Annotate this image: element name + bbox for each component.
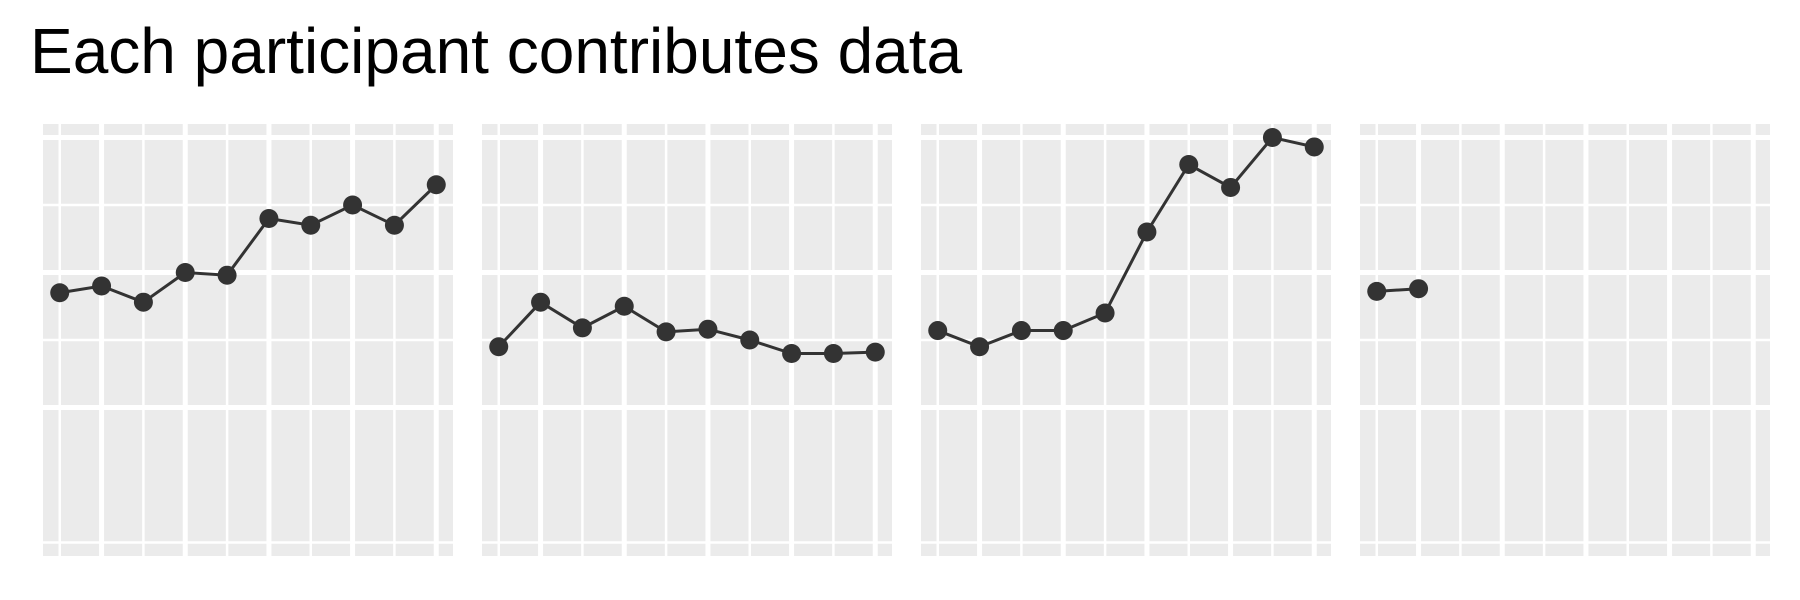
data-point bbox=[489, 337, 509, 357]
data-point bbox=[1095, 303, 1115, 323]
chart-title: Each participant contributes data bbox=[30, 15, 963, 87]
data-point bbox=[301, 215, 321, 235]
series-line bbox=[497, 300, 876, 355]
series-line bbox=[937, 135, 1315, 349]
data-point bbox=[1011, 321, 1031, 341]
data-point bbox=[175, 263, 195, 282]
data-point bbox=[698, 319, 718, 339]
data-point bbox=[1409, 279, 1429, 299]
data-point bbox=[823, 344, 843, 363]
data-point bbox=[740, 330, 760, 350]
data-point bbox=[92, 276, 112, 296]
data-point bbox=[1137, 222, 1157, 242]
data-point bbox=[1221, 177, 1241, 197]
data-point bbox=[614, 296, 634, 316]
data-point bbox=[572, 318, 592, 338]
data-point bbox=[217, 265, 237, 285]
data-point bbox=[531, 292, 551, 312]
data-point bbox=[970, 337, 990, 357]
data-point bbox=[50, 283, 70, 303]
data-point bbox=[343, 195, 363, 215]
data-point bbox=[426, 175, 446, 195]
data-point bbox=[656, 322, 676, 342]
data-point bbox=[384, 215, 404, 235]
data-point bbox=[133, 292, 153, 312]
facet-panel bbox=[43, 124, 453, 556]
data-point bbox=[1367, 281, 1387, 301]
facet-panel bbox=[921, 124, 1331, 556]
data-point bbox=[865, 342, 885, 362]
data-point bbox=[928, 321, 948, 341]
data-point bbox=[1179, 155, 1199, 174]
data-point bbox=[259, 209, 279, 228]
facet-panel bbox=[1360, 124, 1770, 556]
facet-panel bbox=[482, 124, 892, 556]
series-line bbox=[59, 183, 438, 304]
data-point bbox=[1304, 137, 1324, 157]
data-point bbox=[1262, 128, 1282, 147]
data-point bbox=[782, 344, 802, 363]
data-point bbox=[1053, 321, 1073, 341]
